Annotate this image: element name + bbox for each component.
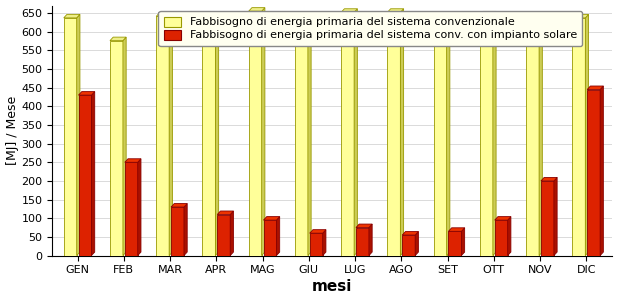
Polygon shape <box>554 177 557 256</box>
Bar <box>587 89 600 256</box>
Polygon shape <box>264 217 280 220</box>
Polygon shape <box>572 14 589 18</box>
Bar <box>217 214 230 256</box>
Polygon shape <box>110 37 126 41</box>
Polygon shape <box>495 217 511 220</box>
Polygon shape <box>64 14 80 18</box>
Bar <box>202 19 216 256</box>
Y-axis label: [MJ] / Mese: [MJ] / Mese <box>6 96 19 165</box>
Bar <box>110 40 123 256</box>
Bar <box>156 16 169 256</box>
Bar <box>249 11 262 256</box>
Polygon shape <box>586 14 589 256</box>
Polygon shape <box>480 11 496 15</box>
Polygon shape <box>600 86 604 256</box>
Polygon shape <box>125 159 141 162</box>
Bar <box>64 18 77 256</box>
Bar <box>341 12 354 256</box>
Bar <box>434 20 447 256</box>
Bar <box>402 235 415 256</box>
Polygon shape <box>156 13 172 16</box>
Legend: Fabbisogno di energia primaria del sistema convenzionale, Fabbisogno di energia : Fabbisogno di energia primaria del siste… <box>159 11 582 46</box>
Bar <box>449 231 461 256</box>
Bar <box>295 20 308 256</box>
Polygon shape <box>77 14 80 256</box>
Bar <box>495 220 508 256</box>
Bar <box>572 18 586 256</box>
Polygon shape <box>138 159 141 256</box>
X-axis label: mesi: mesi <box>312 279 352 294</box>
Bar <box>171 207 184 256</box>
Polygon shape <box>169 13 172 256</box>
Polygon shape <box>369 224 372 256</box>
Polygon shape <box>402 232 419 235</box>
Bar <box>387 12 401 256</box>
Polygon shape <box>216 15 219 256</box>
Polygon shape <box>262 8 265 256</box>
Bar <box>125 162 138 256</box>
Polygon shape <box>230 211 234 256</box>
Bar <box>264 220 276 256</box>
Polygon shape <box>184 203 188 256</box>
Polygon shape <box>249 8 265 11</box>
Bar <box>310 233 323 256</box>
Polygon shape <box>434 16 450 20</box>
Polygon shape <box>354 9 357 256</box>
Polygon shape <box>449 228 465 231</box>
Polygon shape <box>541 177 557 181</box>
Bar <box>526 25 539 256</box>
Bar <box>356 228 369 256</box>
Polygon shape <box>526 22 542 25</box>
Polygon shape <box>415 232 419 256</box>
Polygon shape <box>508 217 511 256</box>
Polygon shape <box>295 16 311 20</box>
Polygon shape <box>171 203 188 207</box>
Bar <box>480 15 493 256</box>
Polygon shape <box>123 37 126 256</box>
Polygon shape <box>92 92 95 256</box>
Bar <box>541 181 554 256</box>
Polygon shape <box>202 15 219 19</box>
Polygon shape <box>539 22 542 256</box>
Polygon shape <box>461 228 465 256</box>
Polygon shape <box>341 9 357 12</box>
Polygon shape <box>387 9 404 12</box>
Polygon shape <box>79 92 95 95</box>
Polygon shape <box>310 230 326 233</box>
Polygon shape <box>217 211 234 214</box>
Polygon shape <box>308 16 311 256</box>
Polygon shape <box>356 224 372 228</box>
Polygon shape <box>401 9 404 256</box>
Polygon shape <box>587 86 604 89</box>
Polygon shape <box>323 230 326 256</box>
Bar <box>79 95 92 256</box>
Polygon shape <box>447 16 450 256</box>
Polygon shape <box>493 11 496 256</box>
Polygon shape <box>276 217 280 256</box>
